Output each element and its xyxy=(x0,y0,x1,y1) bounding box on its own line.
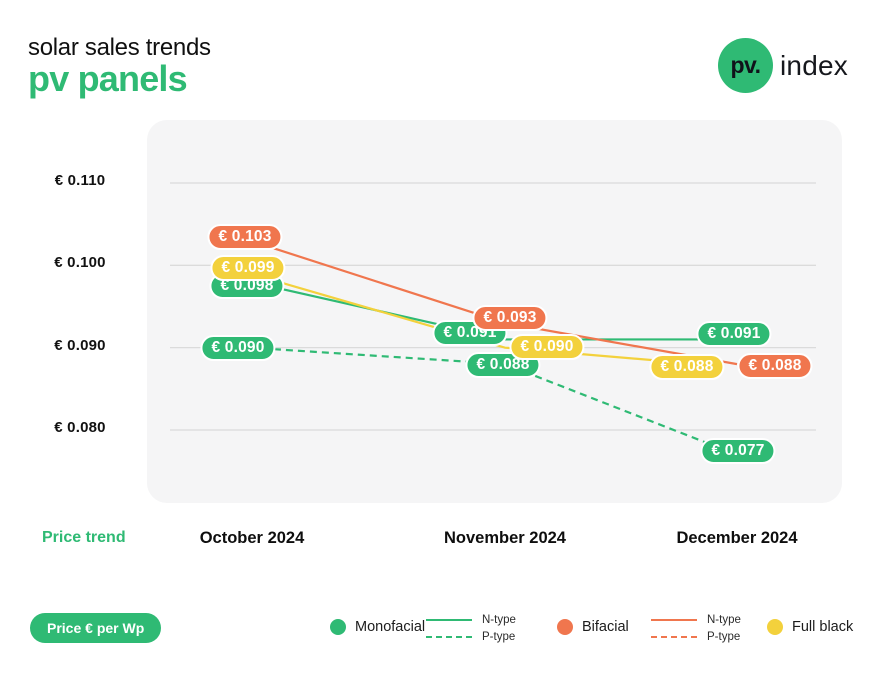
pv-logo-circle-icon: pv. xyxy=(718,38,773,93)
full-black-dot-icon xyxy=(767,619,783,635)
bifacial-dot-icon xyxy=(557,619,573,635)
y-axis-label: € 0.100 xyxy=(54,254,106,271)
p-type-label: P-type xyxy=(707,631,741,643)
p-type-line-icon xyxy=(426,636,472,638)
n-type-line-icon xyxy=(426,619,472,621)
legend-label: Monofacial xyxy=(355,619,426,635)
monofacial-dot-icon xyxy=(330,619,346,635)
price-trend-label: Price trend xyxy=(42,529,126,546)
legend-item-bifacial: Bifacial xyxy=(557,619,629,635)
legend-label: Full black xyxy=(792,619,854,635)
n-type-label: N-type xyxy=(707,614,741,626)
legend-item-monofacial: Monofacial xyxy=(330,619,425,635)
legend-item-full-black: Full black xyxy=(767,619,853,635)
legend-label: Bifacial xyxy=(582,619,629,635)
x-axis-label-october: October 2024 xyxy=(199,529,305,547)
n-type-label: N-type xyxy=(482,614,516,626)
x-axis-label-november: November 2024 xyxy=(444,529,566,547)
price-unit-badge: Price € per Wp xyxy=(30,613,162,643)
y-axis-label: € 0.090 xyxy=(54,337,106,354)
p-type-line-icon xyxy=(651,636,697,638)
n-type-line-icon xyxy=(651,619,697,621)
brand-logo: pv. index xyxy=(718,38,848,93)
header-subtitle: solar sales trends xyxy=(28,34,211,61)
x-axis-label-december: December 2024 xyxy=(676,529,798,547)
y-axis-label: € 0.080 xyxy=(54,419,106,436)
brand-name: index xyxy=(780,49,848,81)
p-type-label: P-type xyxy=(482,631,516,643)
legend-types-bifacial: N-type P-type xyxy=(651,614,741,643)
y-axis-label: € 0.110 xyxy=(54,172,106,189)
page-title: pv panels xyxy=(28,58,188,99)
legend-types-monofacial: N-type P-type xyxy=(426,614,516,643)
chart-panel xyxy=(147,120,842,503)
